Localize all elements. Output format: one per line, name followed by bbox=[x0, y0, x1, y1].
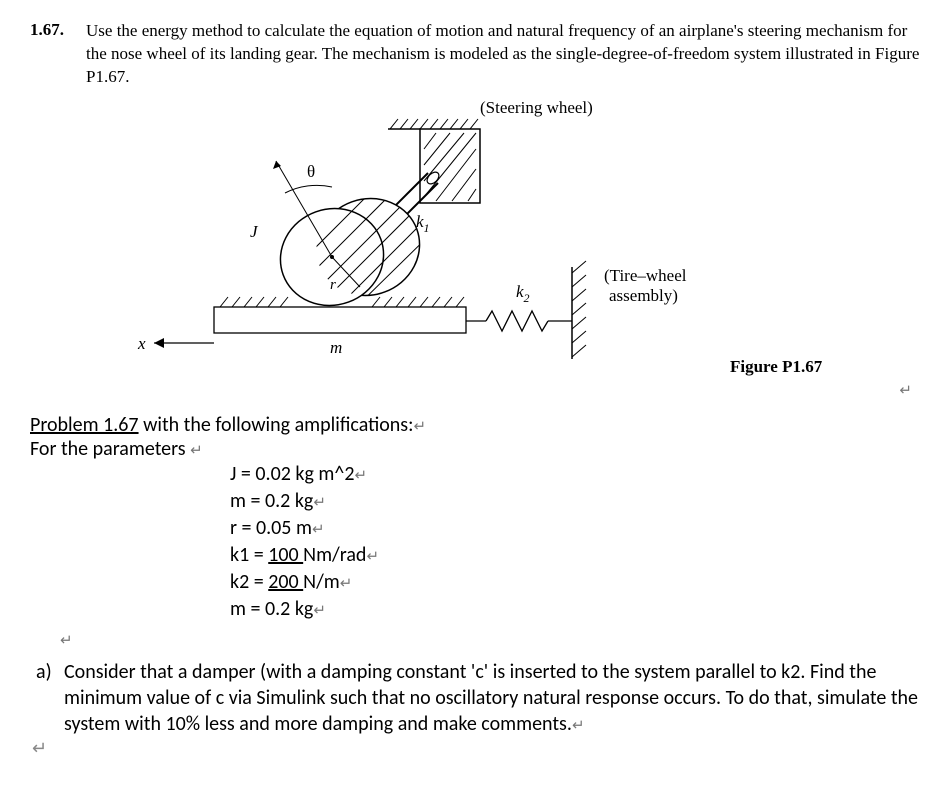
amp-header-underlined: Problem 1.67 bbox=[30, 413, 139, 437]
return-mark-icon: ↵ bbox=[572, 717, 585, 734]
amp-header-rest: with the following amplifications: bbox=[139, 413, 414, 437]
figure-caption: Figure P1.67 bbox=[730, 357, 822, 377]
question-label: a) bbox=[36, 659, 64, 685]
return-mark-icon: ↵ bbox=[413, 418, 426, 435]
problem-number: 1.67. bbox=[30, 20, 74, 40]
tire-wheel-label-2: assembly) bbox=[609, 286, 678, 305]
return-mark-icon: ↵ bbox=[313, 494, 326, 511]
J-label: J bbox=[250, 222, 259, 241]
spring-k2 bbox=[466, 311, 572, 331]
problem-header: 1.67. Use the energy method to calculate… bbox=[30, 20, 922, 89]
return-mark-icon: ↵ bbox=[312, 521, 325, 538]
problem-text: Use the energy method to calculate the e… bbox=[86, 20, 922, 89]
svg-text:x: x bbox=[137, 334, 146, 353]
param-row: k2 = 200 N/m↵ bbox=[230, 569, 922, 596]
right-wall bbox=[572, 261, 586, 359]
steering-wheel-label: (Steering wheel) bbox=[480, 98, 593, 117]
param-row: m = 0.2 kg↵ bbox=[230, 596, 922, 623]
k2-label: k2 bbox=[516, 282, 530, 305]
param-row: k1 = 100 Nm/rad↵ bbox=[230, 542, 922, 569]
param-row: J = 0.02 kg m^2↵ bbox=[230, 461, 922, 488]
return-mark-icon: ↵ bbox=[60, 632, 73, 649]
pagebreak-mark-icon: ↵ bbox=[32, 737, 922, 759]
question-text: Consider that a damper (with a damping c… bbox=[64, 659, 922, 737]
return-mark-icon: ↵ bbox=[340, 575, 353, 592]
param-row: r = 0.05 m↵ bbox=[230, 515, 922, 542]
empty-return: ↵ bbox=[60, 627, 922, 651]
x-arrow: x bbox=[137, 334, 214, 353]
m-label: m bbox=[330, 338, 342, 357]
return-mark-icon: ↵ bbox=[313, 602, 326, 619]
question-a: a) Consider that a damper (with a dampin… bbox=[30, 659, 922, 737]
tire-wheel-label-1: (Tire–wheel bbox=[604, 266, 687, 285]
steering-wall bbox=[388, 119, 480, 203]
return-mark-icon: ↵ bbox=[899, 381, 912, 399]
figure-row: (Steering wheel) bbox=[30, 97, 922, 407]
return-mark-icon: ↵ bbox=[354, 467, 367, 484]
param-row: m = 0.2 kg↵ bbox=[230, 488, 922, 515]
return-mark-icon: ↵ bbox=[366, 548, 379, 565]
return-mark-icon: ↵ bbox=[190, 442, 203, 459]
amplification-header: Problem 1.67 with the following amplific… bbox=[30, 413, 922, 437]
params-block: J = 0.02 kg m^2↵ m = 0.2 kg↵ r = 0.05 m↵… bbox=[230, 461, 922, 623]
svg-text:r: r bbox=[330, 277, 336, 293]
svg-text:θ: θ bbox=[307, 162, 315, 181]
amp-subheader: For the parameters ↵ bbox=[30, 437, 922, 461]
figure-svg: (Steering wheel) bbox=[110, 97, 700, 407]
